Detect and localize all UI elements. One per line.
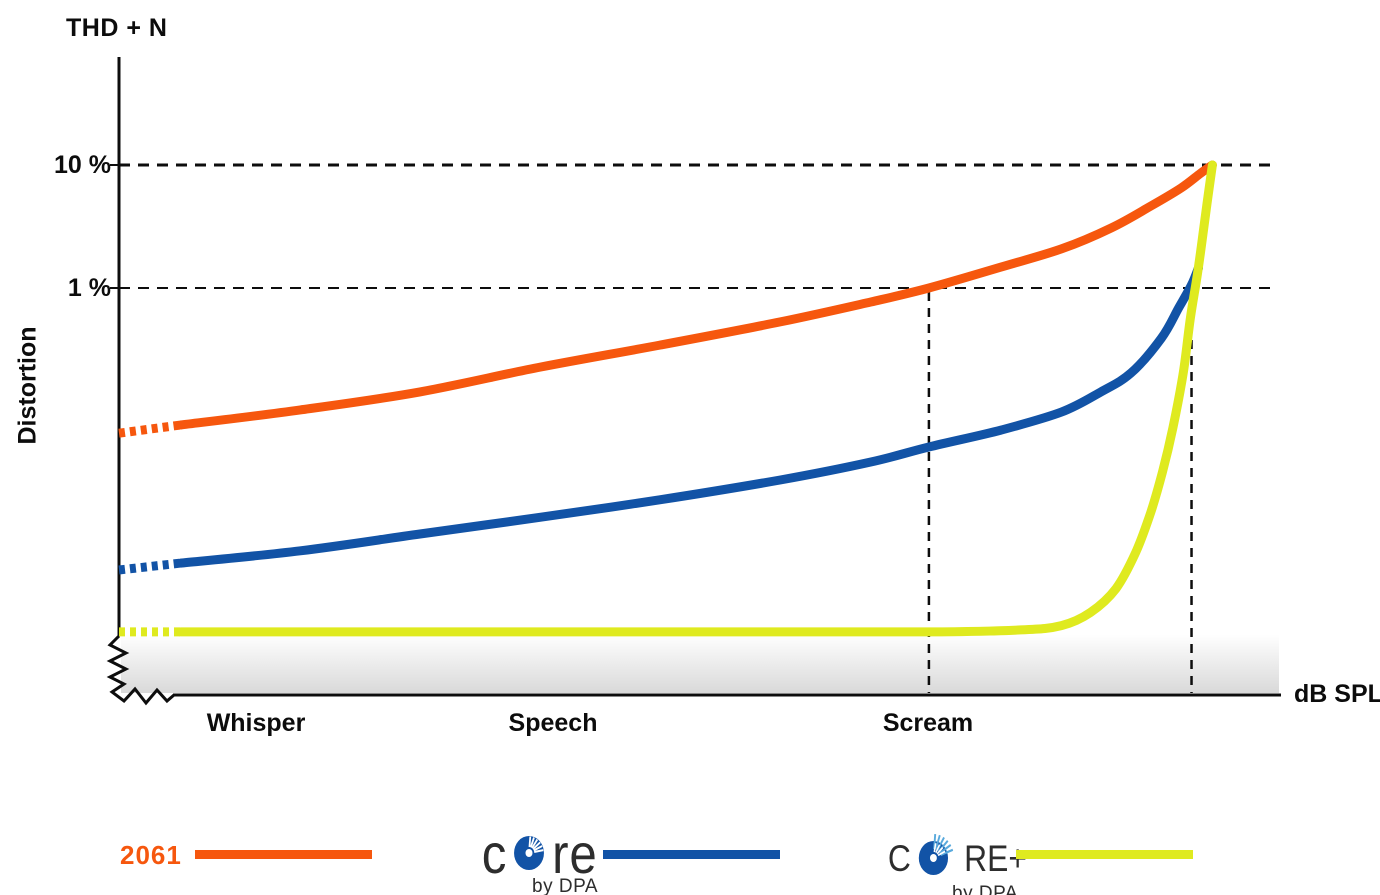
core-plus-by-dpa-logo: C RE+ by DPA [886, 832, 1032, 895]
x-landmark-scream: Scream [882, 709, 974, 737]
y-tick-label-10pct: 10 % [54, 151, 111, 179]
legend-swatch-core [603, 850, 780, 859]
axis-break-zigzag [106, 634, 175, 706]
core-plus-disc-icon [916, 832, 956, 884]
x-axis-label: dB SPL [1294, 680, 1380, 708]
chart-title: THD + N [66, 14, 168, 42]
series-core-by-dpa [176, 160, 1217, 637]
coreplus-logo-byline: by DPA [952, 883, 1019, 895]
series-dash-lead-1 [118, 558, 182, 575]
core-by-dpa-logo: c re by DPA [480, 826, 601, 895]
core-disc-icon [511, 826, 546, 882]
y-axis-label: Distortion [13, 326, 42, 445]
x-landmark-speech: Speech [508, 709, 598, 737]
x-landmark-whisper: Whisper [206, 709, 306, 737]
series-2061 [176, 160, 1217, 430]
y-tick-label-1pct: 1 % [67, 274, 111, 302]
legend-swatch-2061 [195, 850, 372, 859]
core-logo-text-suffix: re [552, 822, 598, 885]
series-core-by-dpa [176, 263, 1203, 568]
coreplus-logo-text-prefix: C [887, 837, 911, 879]
floor-gradient [121, 634, 1279, 693]
series-dash-lead-0 [118, 420, 182, 438]
core-logo-byline: by DPA [532, 876, 599, 895]
core-logo-text-prefix: c [481, 822, 508, 885]
legend-swatch-coreplus [1016, 850, 1193, 859]
legend-label-2061: 2061 [120, 840, 182, 870]
